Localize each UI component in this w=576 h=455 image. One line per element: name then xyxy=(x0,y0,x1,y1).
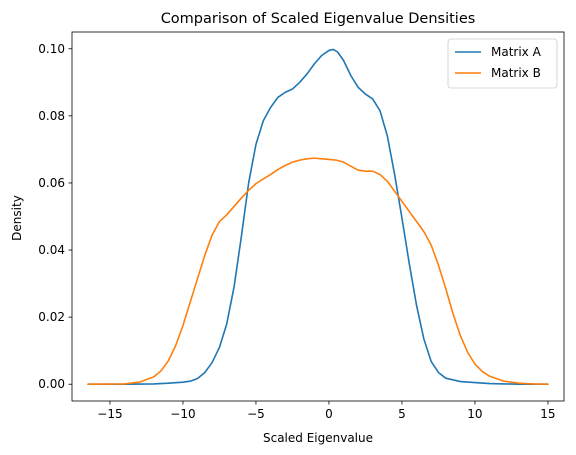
y-tick-label: 0.00 xyxy=(38,377,65,391)
series-line-matrix-b xyxy=(87,157,549,386)
y-tick-label: 0.08 xyxy=(38,109,65,123)
x-tick-label: −5 xyxy=(247,407,265,421)
x-tick-label: −15 xyxy=(97,407,122,421)
y-tick-label: 0.10 xyxy=(38,42,65,56)
legend: Matrix A Matrix B xyxy=(447,38,558,89)
plot-frame xyxy=(71,31,565,402)
legend-label-matrix-a: Matrix A xyxy=(491,45,542,59)
axes-layer: −15 −10 −5 0 5 10 15 0.00 0.02 0.04 0.06 0.08 0.10 xyxy=(38,31,565,421)
x-axis-label: Scaled Eigenvalue xyxy=(263,431,373,445)
legend-label-matrix-b: Matrix B xyxy=(491,66,541,80)
y-axis-label: Density xyxy=(10,195,24,241)
y-tick-label: 0.04 xyxy=(38,243,65,257)
y-tick-label: 0.06 xyxy=(38,176,65,190)
series-layer xyxy=(87,48,549,386)
x-tick-label: 10 xyxy=(467,407,482,421)
x-tick-label: 5 xyxy=(398,407,406,421)
x-tick-label: 15 xyxy=(540,407,555,421)
x-tick-label: −10 xyxy=(170,407,195,421)
series-line-matrix-a xyxy=(87,48,549,386)
y-tick-label: 0.02 xyxy=(38,310,65,324)
chart-title: Comparison of Scaled Eigenvalue Densitie… xyxy=(161,11,476,27)
x-tick-label: 0 xyxy=(325,407,333,421)
